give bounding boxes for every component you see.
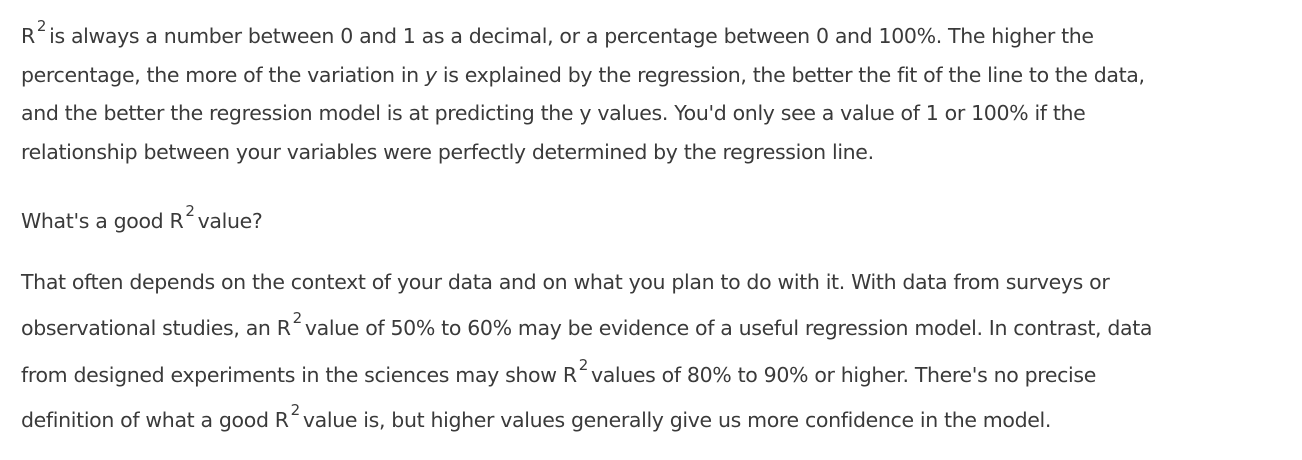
paragraph-2-line-4-before: definition of what a good R <box>21 408 289 432</box>
paragraph-1-line-2-after: is explained by the regression, the bett… <box>436 63 1145 87</box>
paragraph-2-line-3-before: from designed experiments in the science… <box>21 363 577 387</box>
paragraph-1-line-4: relationship between your variables were… <box>21 140 874 164</box>
paragraph-2-line-1: That often depends on the context of you… <box>21 270 1110 294</box>
italic-y: y <box>424 63 437 87</box>
paragraph-1-line-1-text: is always a number between 0 and 1 as a … <box>49 24 1094 48</box>
section-heading: What's a good R 2 value? <box>21 202 263 233</box>
paragraph-2-line-3: from designed experiments in the science… <box>21 356 1096 387</box>
heading-before: What's a good R <box>21 209 184 233</box>
superscript-2: 2 <box>185 202 195 220</box>
paragraph-2-line-4: definition of what a good R 2 value is, bu… <box>21 401 1052 432</box>
r-symbol: R <box>21 24 35 48</box>
paragraph-1-line-3: and the better the regression model is a… <box>21 101 1086 125</box>
paragraph-2-line-2-after: value of 50% to 60% may be evidence of a… <box>304 316 1153 340</box>
superscript-2: 2 <box>36 17 47 35</box>
heading-after: value? <box>197 209 263 233</box>
superscript-2: 2 <box>578 356 589 374</box>
paragraph-1-line-2: percentage, the more of the variation in… <box>21 63 1145 87</box>
paragraph-2-line-3-after: values of 80% to 90% or higher. There's … <box>590 363 1096 387</box>
paragraph-2-line-4-after: value is, but higher values generally gi… <box>302 408 1052 432</box>
superscript-2: 2 <box>292 309 303 327</box>
superscript-2: 2 <box>290 401 301 419</box>
paragraph-2-line-2: observational studies, an R 2 value of 50%… <box>21 309 1153 340</box>
paragraph-2-line-2-before: observational studies, an R <box>21 316 291 340</box>
paragraph-1-line-1: R 2 is always a number between 0 and 1 as … <box>21 17 1094 48</box>
paragraph-1-line-2-before: percentage, the more of the variation in <box>21 63 425 87</box>
